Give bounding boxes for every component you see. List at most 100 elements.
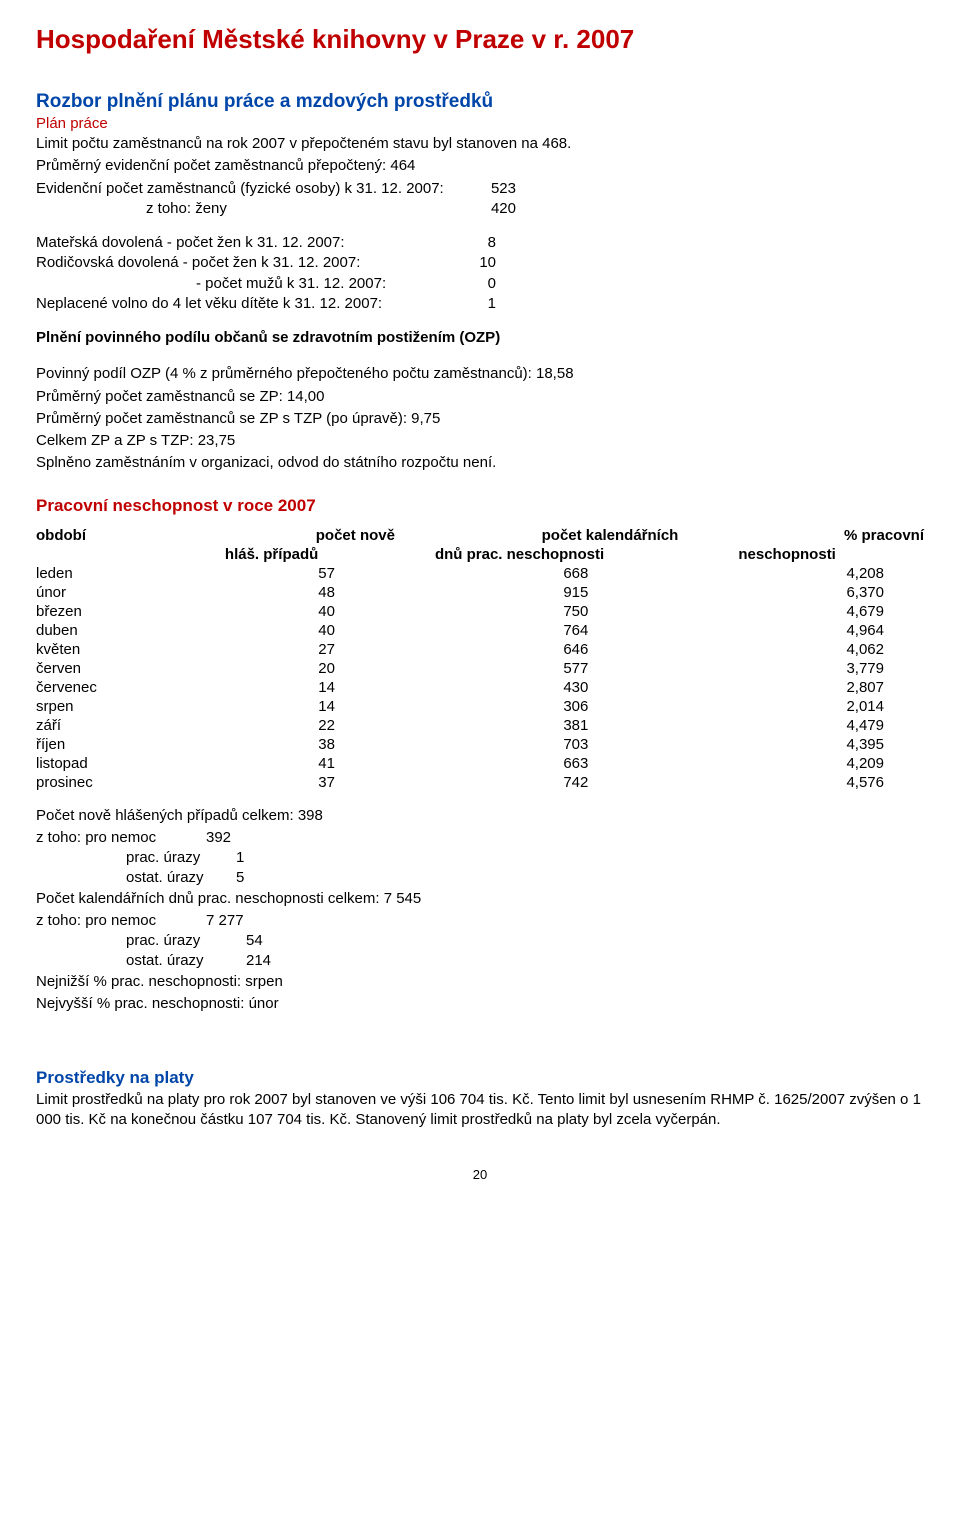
cell-pct: 4,209: [678, 754, 924, 773]
page-title: Hospodaření Městské knihovny v Praze v r…: [36, 24, 924, 55]
stat-label: prac. úrazy: [126, 848, 236, 868]
cell-month: listopad: [36, 754, 225, 773]
stat-label: Mateřská dovolená - počet žen k 31. 12. …: [36, 233, 456, 253]
cell-days: 577: [395, 659, 678, 678]
col-cases: počet nově: [225, 526, 395, 545]
table-row: prosinec377424,576: [36, 773, 924, 792]
cell-cases: 14: [225, 697, 395, 716]
cell-cases: 57: [225, 564, 395, 583]
cell-days: 703: [395, 735, 678, 754]
stat-line: Mateřská dovolená - počet žen k 31. 12. …: [36, 233, 924, 253]
table-row: červen205773,779: [36, 659, 924, 678]
cell-days: 381: [395, 716, 678, 735]
stat-value: 420: [456, 199, 516, 219]
cell-pct: 4,479: [678, 716, 924, 735]
stat-line: Evidenční počet zaměstnanců (fyzické oso…: [36, 179, 924, 199]
cell-pct: 4,679: [678, 602, 924, 621]
cell-cases: 48: [225, 583, 395, 602]
intro-text: Limit počtu zaměstnanců na rok 2007 v př…: [36, 134, 924, 154]
totals-line: z toho: pro nemoc 392: [36, 828, 924, 848]
stat-value: 5: [236, 868, 244, 888]
cell-month: říjen: [36, 735, 225, 754]
table-row: listopad416634,209: [36, 754, 924, 773]
cell-month: srpen: [36, 697, 225, 716]
cell-days: 306: [395, 697, 678, 716]
cell-days: 663: [395, 754, 678, 773]
col-days: počet kalendářních: [395, 526, 678, 545]
totals-line: Počet kalendářních dnů prac. neschopnost…: [36, 889, 924, 909]
cell-days: 430: [395, 678, 678, 697]
totals-line: Nejvyšší % prac. neschopnosti: únor: [36, 994, 924, 1014]
cell-cases: 22: [225, 716, 395, 735]
section-heading-neschopnost: Pracovní neschopnost v roce 2007: [36, 496, 924, 516]
stat-value: 0: [456, 274, 496, 294]
ozp-line: Průměrný počet zaměstnanců se ZP: 14,00: [36, 387, 924, 407]
stat-line: Neplacené volno do 4 let věku dítěte k 3…: [36, 294, 924, 314]
stat-label: z toho: pro nemoc: [36, 911, 206, 931]
ozp-line: Průměrný počet zaměstnanců se ZP s TZP (…: [36, 409, 924, 429]
cell-pct: 4,062: [678, 640, 924, 659]
cell-month: leden: [36, 564, 225, 583]
cell-pct: 3,779: [678, 659, 924, 678]
stat-line: Rodičovská dovolená - počet žen k 31. 12…: [36, 253, 924, 273]
cell-month: červenec: [36, 678, 225, 697]
totals-line: Nejnižší % prac. neschopnosti: srpen: [36, 972, 924, 992]
stat-value: 8: [456, 233, 496, 253]
table-row: říjen387034,395: [36, 735, 924, 754]
table-row: leden576684,208: [36, 564, 924, 583]
col-pct: % pracovní: [678, 526, 924, 545]
cell-pct: 4,208: [678, 564, 924, 583]
section-heading-rozbor: Rozbor plnění plánu práce a mzdových pro…: [36, 91, 924, 113]
table-row: duben407644,964: [36, 621, 924, 640]
col-days-sub: dnů prac. neschopnosti: [395, 545, 678, 564]
salary-body: Limit prostředků na platy pro rok 2007 b…: [36, 1090, 924, 1131]
stat-label: z toho: pro nemoc: [36, 828, 206, 848]
cell-cases: 41: [225, 754, 395, 773]
stat-label: Rodičovská dovolená - počet žen k 31. 12…: [36, 253, 456, 273]
cell-cases: 27: [225, 640, 395, 659]
cell-month: březen: [36, 602, 225, 621]
stat-value: 214: [246, 951, 271, 971]
stat-label: - počet mužů k 31. 12. 2007:: [36, 274, 456, 294]
stat-line: - počet mužů k 31. 12. 2007: 0: [36, 274, 924, 294]
totals-line: prac. úrazy 54: [36, 931, 924, 951]
stat-value: 1: [236, 848, 244, 868]
stat-line: z toho: ženy 420: [36, 199, 924, 219]
cell-days: 668: [395, 564, 678, 583]
ozp-line: Povinný podíl OZP (4 % z průměrného přep…: [36, 364, 924, 384]
stat-label: prac. úrazy: [126, 931, 246, 951]
cell-pct: 6,370: [678, 583, 924, 602]
stat-value: 54: [246, 931, 263, 951]
stat-value: 392: [206, 828, 231, 848]
cell-days: 750: [395, 602, 678, 621]
stat-label: Neplacené volno do 4 let věku dítěte k 3…: [36, 294, 456, 314]
cell-cases: 40: [225, 602, 395, 621]
cell-days: 915: [395, 583, 678, 602]
ozp-heading: Plnění povinného podílu občanů se zdravo…: [36, 328, 924, 348]
cell-days: 742: [395, 773, 678, 792]
stat-label: ostat. úrazy: [126, 868, 236, 888]
section-heading-platy: Prostředky na platy: [36, 1068, 924, 1088]
stat-label: ostat. úrazy: [126, 951, 246, 971]
cell-cases: 38: [225, 735, 395, 754]
cell-month: červen: [36, 659, 225, 678]
page-number: 20: [36, 1167, 924, 1182]
stat-value: 1: [456, 294, 496, 314]
cell-days: 646: [395, 640, 678, 659]
cell-days: 764: [395, 621, 678, 640]
cell-month: prosinec: [36, 773, 225, 792]
cell-pct: 4,395: [678, 735, 924, 754]
ozp-line: Splněno zaměstnáním v organizaci, odvod …: [36, 453, 924, 473]
cell-month: únor: [36, 583, 225, 602]
table-row: září223814,479: [36, 716, 924, 735]
cell-pct: 2,807: [678, 678, 924, 697]
col-cases-sub: hláš. případů: [225, 545, 395, 564]
stat-value: 10: [456, 253, 496, 273]
totals-line: ostat. úrazy 214: [36, 951, 924, 971]
col-pct-sub: neschopnosti: [678, 545, 924, 564]
cell-pct: 4,576: [678, 773, 924, 792]
cell-cases: 40: [225, 621, 395, 640]
table-row: únor489156,370: [36, 583, 924, 602]
cell-month: duben: [36, 621, 225, 640]
cell-cases: 14: [225, 678, 395, 697]
